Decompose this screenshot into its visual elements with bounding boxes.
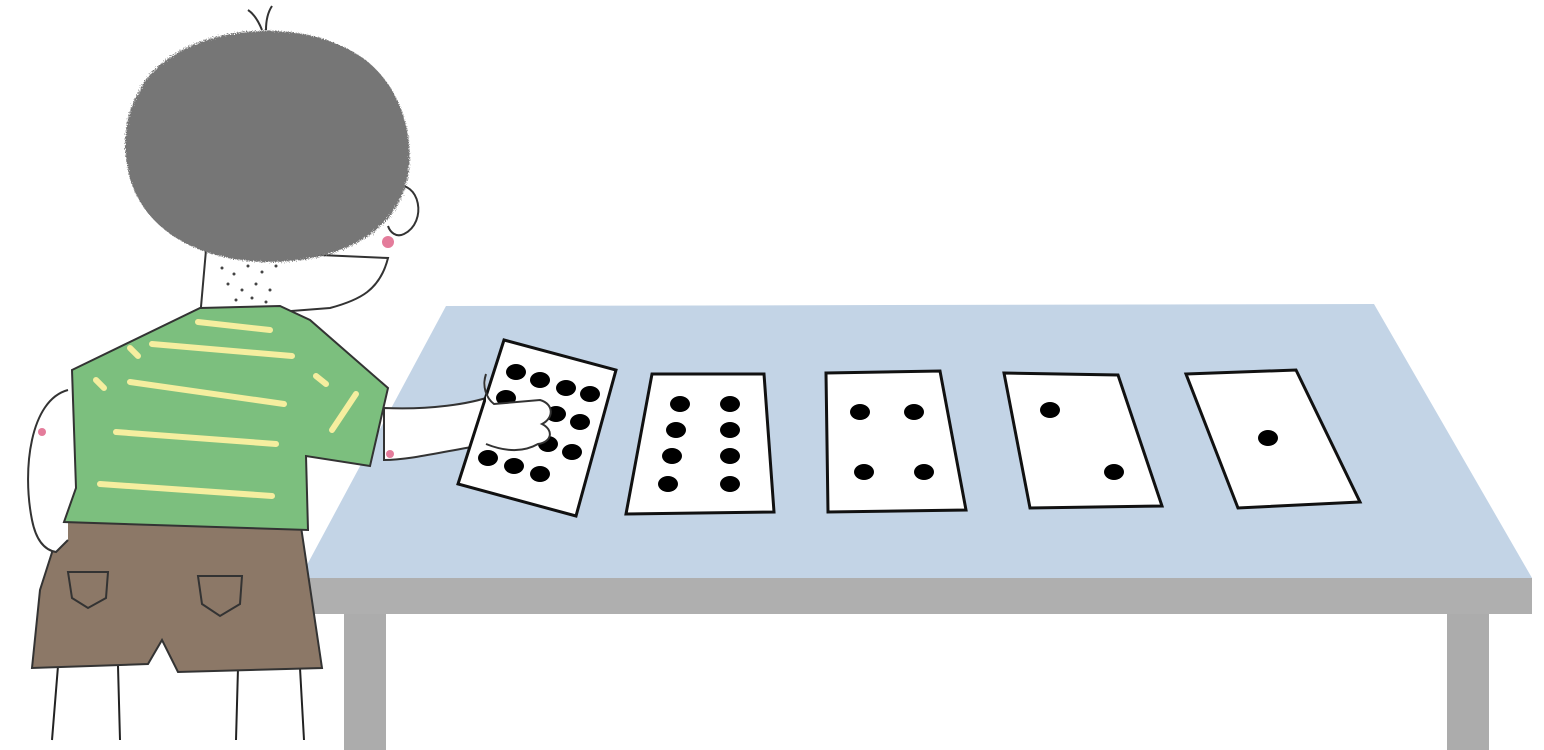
card-dot <box>562 444 582 460</box>
table-leg-left <box>344 612 386 750</box>
child-figure <box>27 5 550 741</box>
child-cheek <box>382 236 394 248</box>
child-left-leg <box>51 665 121 741</box>
card-dot <box>720 476 740 492</box>
card-dot <box>666 422 686 438</box>
card-2-dots <box>1002 371 1165 510</box>
card-dot <box>1104 464 1124 480</box>
child-back-arm <box>27 389 69 554</box>
card-1-dot <box>1183 368 1363 510</box>
card-dot <box>662 448 682 464</box>
card-dot <box>556 380 576 396</box>
card-dot <box>720 422 740 438</box>
hair-tuft <box>247 5 273 31</box>
child-shirt <box>62 304 390 532</box>
card-dot <box>530 372 550 388</box>
card-dot <box>1258 430 1278 446</box>
neck-stubble <box>220 264 278 304</box>
card-dot <box>1040 402 1060 418</box>
card-dot <box>570 414 590 430</box>
elbow-mark-left <box>38 428 46 436</box>
table-edge <box>300 578 1532 614</box>
card-dot <box>478 450 498 466</box>
card-dot <box>720 396 740 412</box>
child-hair <box>125 30 410 262</box>
card-dot <box>580 386 600 402</box>
card-dot <box>658 476 678 492</box>
cards-row <box>456 338 1363 518</box>
child-hand <box>483 373 552 451</box>
child-right-leg <box>235 667 305 741</box>
card-dot <box>720 448 740 464</box>
table-leg-right <box>1447 612 1489 750</box>
card-dot <box>850 404 870 420</box>
child-shorts <box>30 513 324 674</box>
card-4-dots <box>824 369 968 514</box>
card-dot <box>530 466 550 482</box>
card-dots <box>850 404 934 480</box>
shorts-pocket-left <box>66 571 110 610</box>
card-8-dots <box>624 372 776 516</box>
shorts-pocket-right <box>196 575 244 618</box>
card-dot <box>914 464 934 480</box>
shirt-stripes <box>93 319 359 499</box>
card-dots <box>1258 430 1278 446</box>
elbow-mark-right <box>386 450 394 458</box>
card-dots <box>1040 402 1124 480</box>
card-dot <box>506 364 526 380</box>
card-dot <box>854 464 874 480</box>
card-dots <box>658 396 740 492</box>
card-dot <box>504 458 524 474</box>
card-dot <box>670 396 690 412</box>
card-dot <box>904 404 924 420</box>
